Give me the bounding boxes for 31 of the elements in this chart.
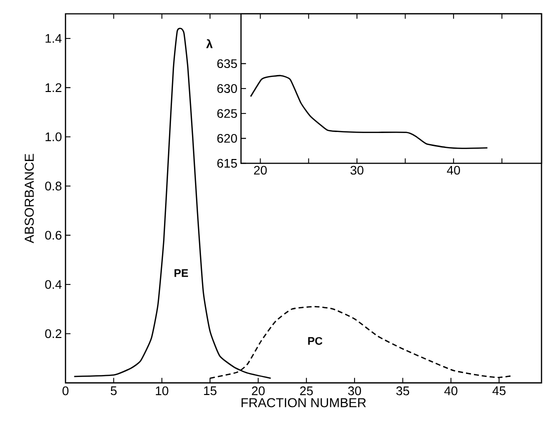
y-tick-label: 1.4 (46, 34, 62, 43)
text: PC (308, 337, 322, 345)
x-tick-label: 40 (446, 166, 460, 175)
x-axis-title: FRACTION NUMBER (242, 398, 366, 408)
y-tick-label: 615 (217, 158, 237, 168)
y-tick-label: 1.0 (46, 132, 62, 142)
x-tick-label: 10 (156, 386, 168, 396)
y-tick-label: 630 (217, 84, 237, 93)
x-tick-label: 30 (350, 166, 364, 175)
series-label: PE (174, 269, 188, 277)
y-axis-title: ABSORBANCE (24, 154, 34, 244)
x-tick-label: 20 (252, 386, 265, 396)
x-tick-label: 45 (492, 386, 506, 396)
x-tick-label: 5 (110, 386, 117, 396)
y-axis-title: λ (206, 39, 213, 48)
x-tick-label: 30 (348, 386, 362, 396)
y-tick-label: 0.2 (45, 329, 62, 338)
y-tick-label: 635 (217, 59, 237, 68)
y-tick-label: 1.2 (46, 83, 62, 92)
y-tick-label: 625 (217, 109, 237, 118)
y-tick-label: 0.6 (45, 230, 62, 240)
x-tick-label: 15 (204, 386, 216, 396)
y-tick-label: 620 (217, 134, 237, 143)
y-tick-label: 0.8 (45, 182, 62, 190)
x-tick-label: 0 (62, 386, 68, 396)
x-tick-label: 35 (396, 386, 410, 396)
x-tick-label: 20 (254, 166, 267, 175)
x-tick-label: 40 (444, 386, 458, 396)
y-tick-label: 0.4 (45, 280, 62, 289)
line-series (250, 74, 488, 149)
x-tick-label: 25 (300, 386, 313, 396)
